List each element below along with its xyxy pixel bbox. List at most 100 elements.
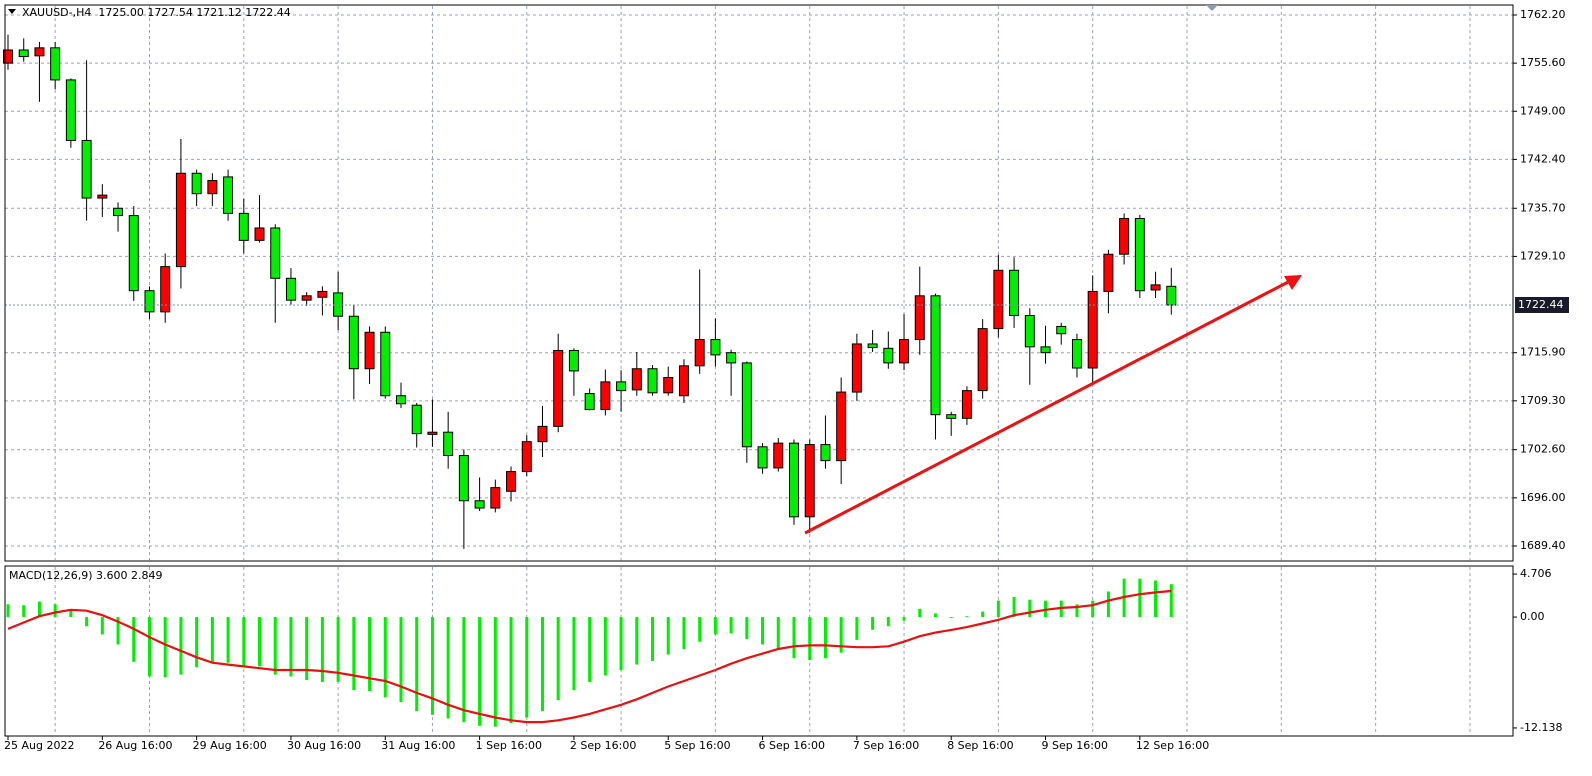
macd-bar — [273, 617, 277, 675]
macd-bar — [100, 617, 104, 635]
candle-body — [427, 431, 438, 435]
candle-body — [160, 266, 171, 313]
y-tick-label: -12.138 — [1520, 721, 1562, 734]
macd-bar — [399, 617, 403, 703]
macd-bar — [462, 617, 466, 723]
y-tick-label: 1762.20 — [1520, 8, 1566, 21]
x-tick-label: 5 Sep 16:00 — [664, 739, 730, 752]
macd-bar — [132, 617, 136, 662]
macd-bar — [713, 617, 717, 635]
candle-body — [1134, 217, 1145, 292]
x-tick-label: 25 Aug 2022 — [4, 739, 74, 752]
candle-body — [34, 47, 45, 57]
y-tick-label: 1749.00 — [1520, 104, 1566, 117]
candle-body — [490, 487, 501, 509]
x-tick-label: 12 Sep 16:00 — [1136, 739, 1209, 752]
candle-body — [81, 139, 92, 199]
candle-body — [977, 328, 988, 392]
signal-line — [7, 589, 1172, 724]
menu-triangle — [8, 9, 16, 14]
macd-bar — [415, 617, 419, 712]
x-tick-label: 8 Sep 16:00 — [947, 739, 1013, 752]
macd-bar — [886, 617, 890, 627]
candle-body — [443, 431, 454, 457]
current-price-box — [1515, 296, 1569, 313]
y-tick-label: 1696.00 — [1520, 491, 1566, 504]
macd-bar — [1091, 600, 1095, 618]
y-tick-label: 1742.40 — [1520, 152, 1566, 165]
arrow-head — [1284, 275, 1302, 290]
macd-bar — [902, 617, 906, 621]
candle-body — [820, 444, 831, 462]
candle-body — [364, 331, 375, 370]
macd-bar — [729, 617, 733, 634]
macd-bar — [808, 617, 812, 660]
x-tick-label: 1 Sep 16:00 — [476, 739, 542, 752]
y-tick-label: 1689.40 — [1520, 539, 1566, 552]
macd-bar — [147, 617, 151, 677]
macd-bar — [682, 617, 686, 650]
candle-body — [836, 391, 847, 462]
candle-body — [50, 47, 61, 81]
current-price-label: 1722.44 — [1518, 298, 1564, 311]
macd-bar — [603, 617, 607, 676]
macd-bar — [352, 617, 356, 691]
macd-bar — [210, 617, 214, 663]
macd-bar — [69, 610, 73, 618]
macd-bar — [949, 617, 953, 619]
macd-bar — [996, 600, 1000, 618]
candle-body — [1150, 284, 1161, 291]
macd-bar — [981, 611, 985, 618]
macd-bar — [918, 608, 922, 618]
y-tick-label: 4.706 — [1520, 567, 1552, 580]
macd-bar — [320, 617, 324, 682]
macd-bar — [430, 617, 434, 715]
macd-bar — [446, 617, 450, 719]
candle-body — [1024, 314, 1035, 348]
macd-bar — [179, 617, 183, 675]
macd-header: MACD(12,26,9) 3.600 2.849 — [9, 569, 163, 582]
candle-body — [773, 442, 784, 469]
macd-bar — [792, 617, 796, 659]
macd-bar — [383, 617, 387, 698]
macd-bar — [226, 617, 230, 663]
macd-bar — [1138, 578, 1142, 618]
candle-body — [97, 194, 108, 199]
y-tick-label: 1709.30 — [1520, 394, 1566, 407]
macd-bar — [305, 617, 309, 681]
macd-bar — [698, 617, 702, 642]
marks — [3, 34, 1513, 727]
candle-body — [1119, 217, 1130, 255]
candle-body — [144, 290, 155, 313]
macd-bar — [6, 604, 10, 618]
candle-body — [726, 352, 737, 364]
x-tick-label: 2 Sep 16:00 — [570, 739, 636, 752]
macd-bar — [745, 617, 749, 639]
macd-bar — [651, 617, 655, 661]
macd-bar — [823, 617, 827, 659]
macd-bar — [965, 616, 969, 618]
candle-body — [18, 49, 29, 58]
y-tick-label: 1715.90 — [1520, 346, 1566, 359]
main-frame — [4, 4, 1514, 562]
y-tick-label: 0.00 — [1520, 610, 1545, 623]
macd-bar — [635, 617, 639, 665]
candle-body — [993, 269, 1004, 330]
x-tick-label: 9 Sep 16:00 — [1042, 739, 1108, 752]
macd-bar — [1028, 599, 1032, 618]
macd-bar — [1075, 604, 1079, 618]
candle-body — [1009, 269, 1020, 316]
macd-bar — [289, 617, 293, 677]
macd-bar — [22, 605, 26, 618]
candle-body — [647, 368, 658, 394]
candle-body — [584, 393, 595, 411]
candle-body — [128, 215, 139, 292]
candle-body — [568, 350, 579, 372]
macd-bar — [1012, 596, 1016, 618]
candle-body — [65, 79, 76, 141]
candle-body — [1040, 346, 1051, 354]
x-tick-label: 26 Aug 16:00 — [98, 739, 172, 752]
macd-bar — [933, 613, 937, 618]
candle-body — [1071, 339, 1082, 369]
candle-body — [254, 227, 265, 241]
